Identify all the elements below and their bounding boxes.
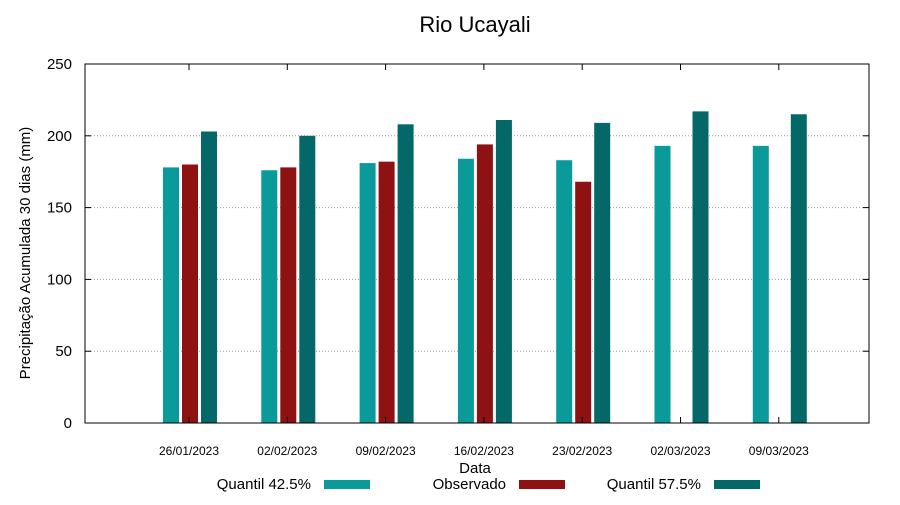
bar <box>692 111 709 423</box>
bar <box>359 163 376 424</box>
legend-label: Observado <box>433 476 506 493</box>
bar <box>575 181 592 423</box>
bar <box>495 120 512 423</box>
y-tick-label: 150 <box>47 200 72 217</box>
bar <box>378 161 395 423</box>
bar <box>476 144 493 423</box>
bar <box>752 145 769 424</box>
y-tick-label: 200 <box>47 128 72 145</box>
x-tick-label: 09/02/2023 <box>356 444 416 458</box>
x-tick-label: 16/02/2023 <box>454 444 514 458</box>
x-tick-labels: 26/01/2023 02/02/2023 09/02/2023 16/02/2023… <box>159 64 809 458</box>
y-tick-labels: 0 50 100 150 200 250 <box>47 56 869 432</box>
y-axis-label: Precipitação Acumulada 30 dias (mm) <box>17 127 34 380</box>
x-axis-label: Data <box>459 460 491 477</box>
y-tick-label: 0 <box>64 415 72 432</box>
legend-swatch <box>714 480 760 489</box>
x-tick-label: 02/03/2023 <box>650 444 710 458</box>
legend: Quantil 42.5% Observado Quantil 57.5% <box>217 476 760 493</box>
bar <box>594 122 611 423</box>
y-tick-label: 100 <box>47 271 72 288</box>
legend-swatch <box>519 480 565 489</box>
x-tick-label: 26/01/2023 <box>159 444 219 458</box>
x-tick-label: 09/03/2023 <box>749 444 809 458</box>
bar <box>261 170 278 423</box>
bar <box>556 160 573 423</box>
legend-label: Quantil 57.5% <box>607 476 701 493</box>
plot-frame <box>84 63 870 424</box>
y-tick-label: 50 <box>55 343 72 360</box>
bar <box>457 158 474 423</box>
x-tick-label: 02/02/2023 <box>257 444 317 458</box>
legend-label: Quantil 42.5% <box>217 476 311 493</box>
y-tick-label: 250 <box>47 56 72 73</box>
bar <box>201 131 217 423</box>
bar <box>790 114 807 423</box>
bar <box>280 167 297 423</box>
chart-title: Rio Ucayali <box>419 12 530 37</box>
bar <box>654 145 671 424</box>
bar <box>299 135 316 424</box>
bars <box>163 111 807 424</box>
bar <box>182 164 198 423</box>
legend-swatch <box>324 480 370 489</box>
x-tick-label: 23/02/2023 <box>552 444 612 458</box>
bar <box>163 167 179 423</box>
bar <box>397 124 414 423</box>
